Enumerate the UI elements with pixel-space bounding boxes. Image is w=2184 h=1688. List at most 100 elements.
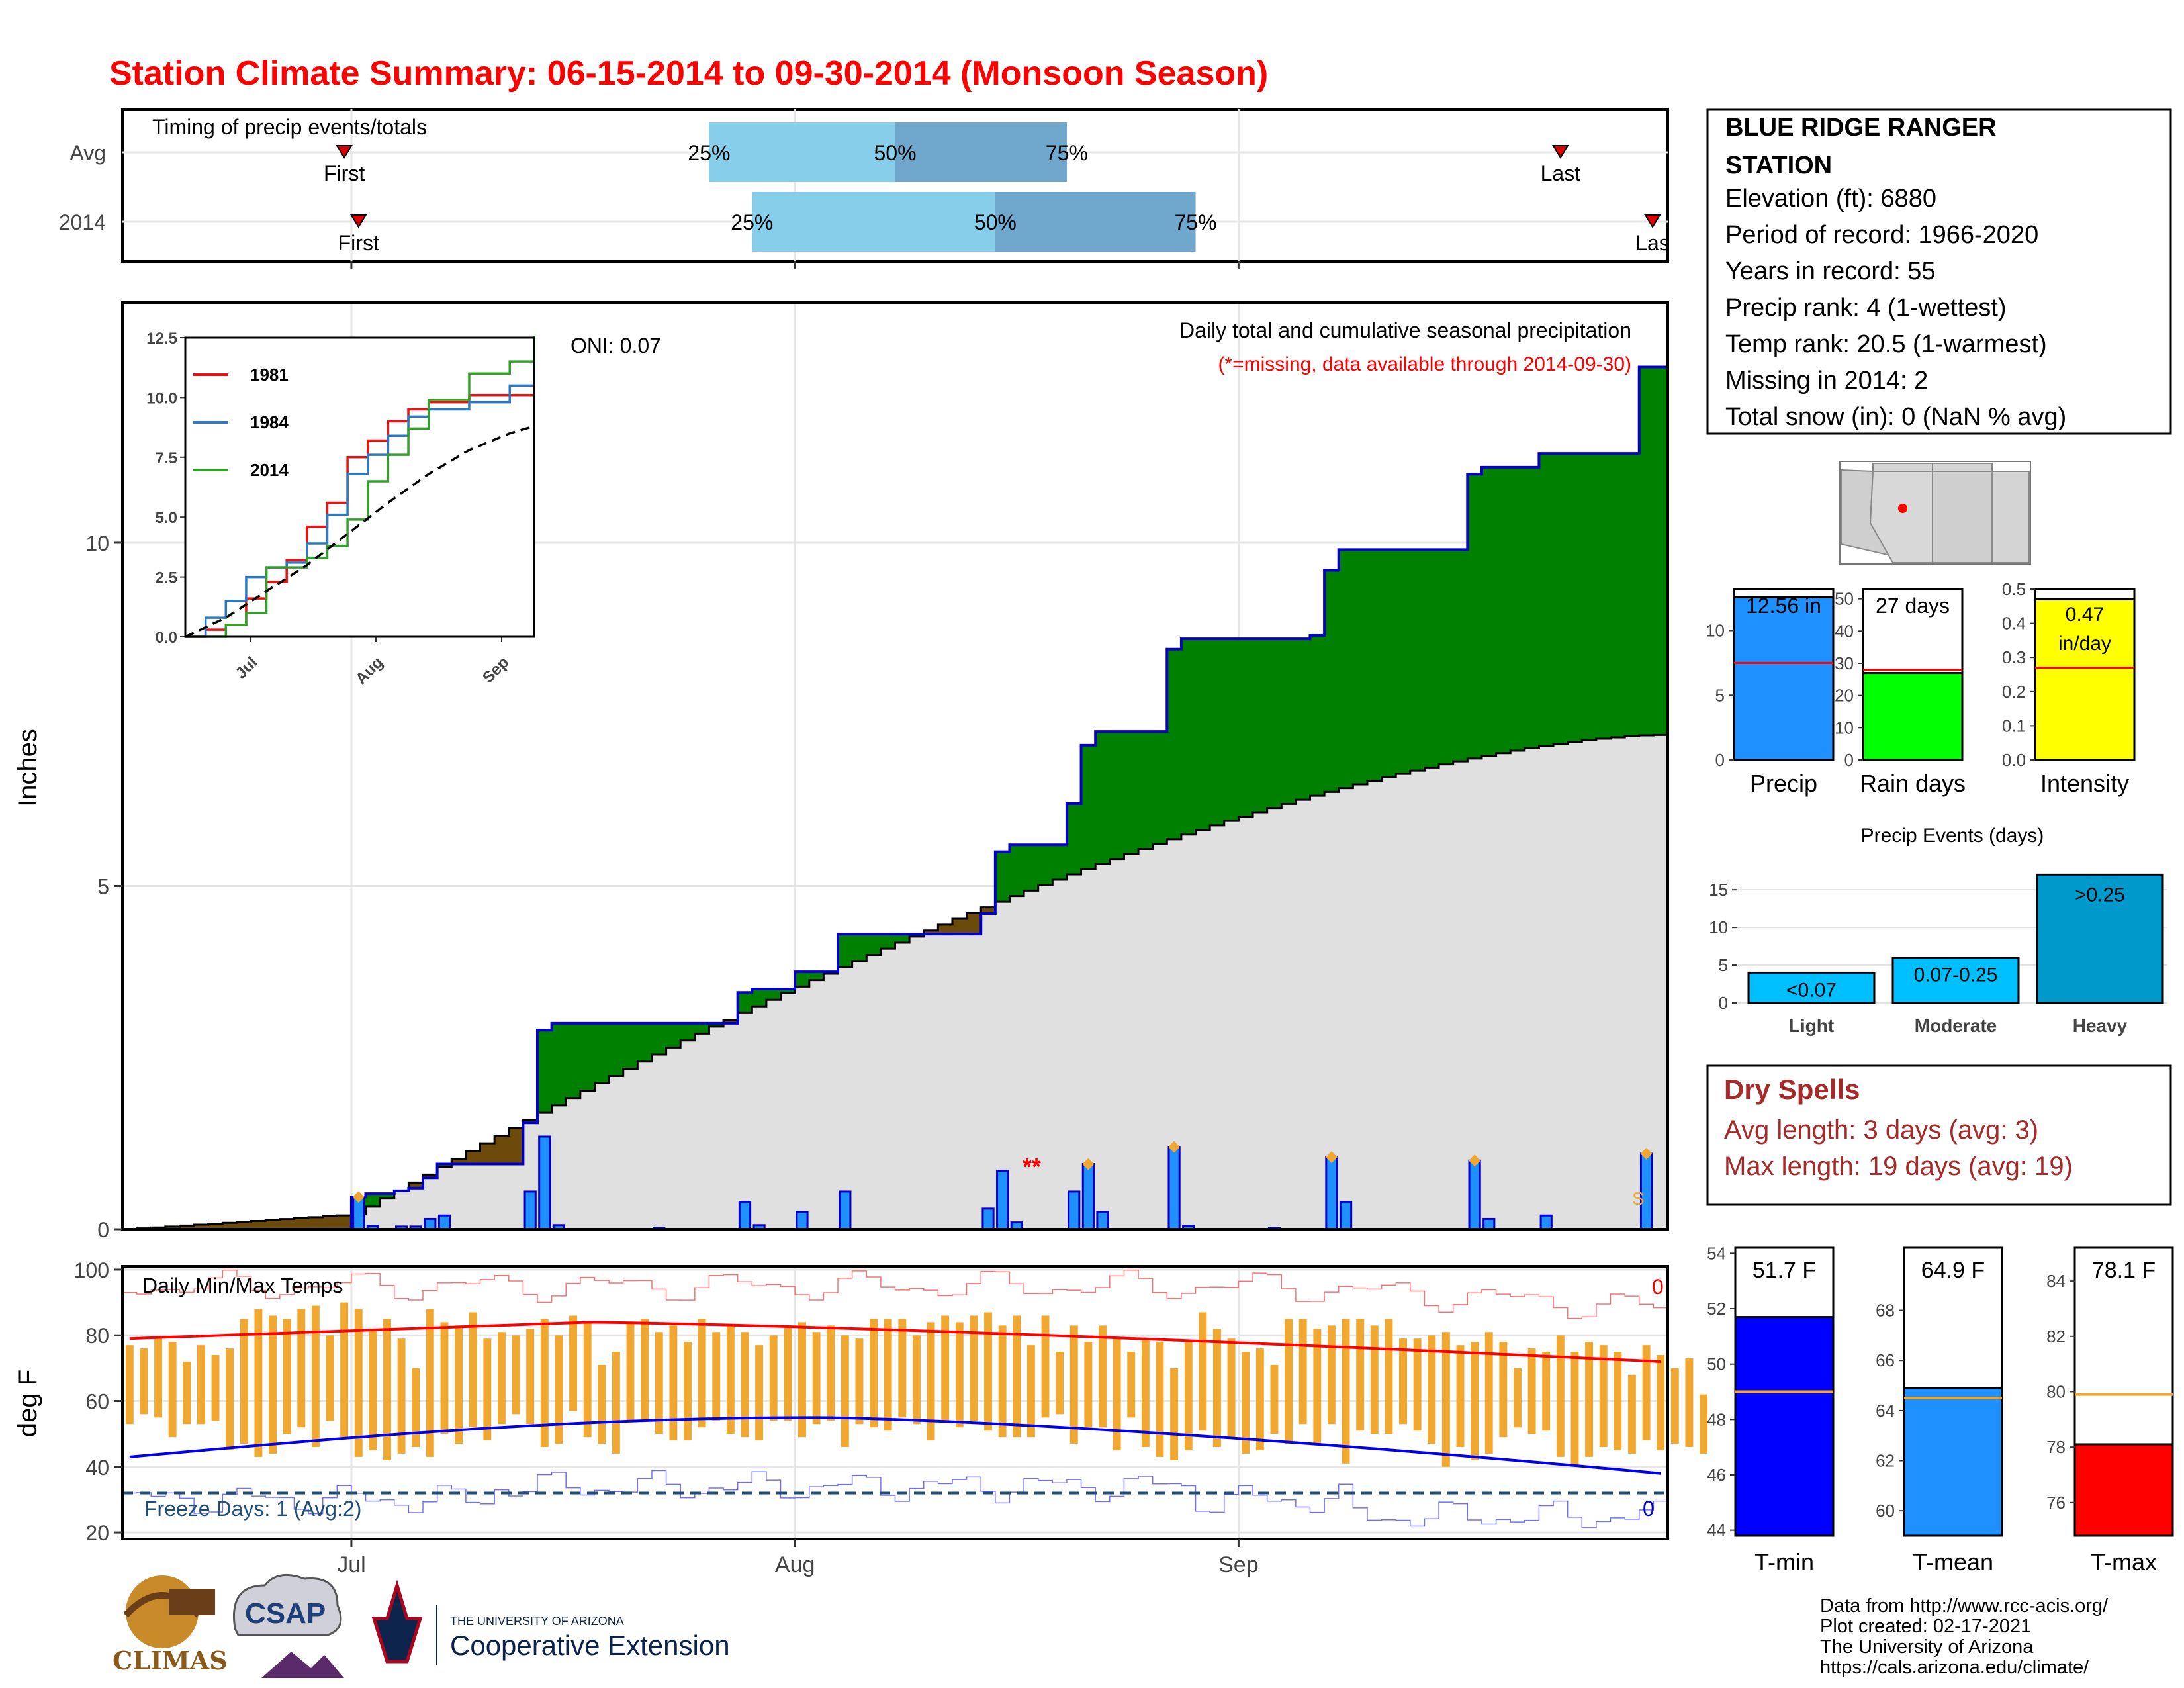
first-label: First <box>338 231 379 255</box>
daily-temp-range-bar <box>1141 1338 1150 1448</box>
daily-temp-range-bar <box>512 1335 520 1415</box>
temp-summary-value-label: 64.9 F <box>1921 1258 1985 1283</box>
station-snow: Total snow (in): 0 (NaN % avg) <box>1725 403 2066 431</box>
daily-temp-range-bar <box>941 1315 950 1421</box>
temp-summary-y-tick-label: 78 <box>2046 1437 2066 1457</box>
precip-panel: 0 5 10 Inches ONI: 0.07 Daily total and cu… <box>13 301 1669 1242</box>
timing-bars: 25% 50% 75% First Last 25% 50% 75% First Las <box>324 122 1670 255</box>
month-tick-label: Jul <box>337 1552 365 1577</box>
precip-departure-segment <box>1653 367 1668 735</box>
footer-university: The University of Arizona <box>1820 1636 2034 1658</box>
daily-precip-bar <box>523 1190 537 1231</box>
precip-departure-segment <box>866 934 882 955</box>
daily-temp-range-bar <box>1642 1345 1651 1441</box>
precip-areas <box>122 365 1668 1231</box>
precip-departure-segment <box>1381 549 1396 778</box>
precip-departure-segment <box>651 1023 667 1055</box>
precip-departure-segment <box>1181 639 1197 835</box>
event-category-label: Heavy <box>2073 1015 2128 1036</box>
precip-departure-segment <box>694 1023 710 1034</box>
timing-pct-75: 75% <box>1175 211 1217 234</box>
dry-spells-box <box>1706 1064 2172 1206</box>
temp-summary-y-tick-label: 46 <box>1707 1465 1726 1485</box>
precip-departure-segment <box>995 851 1011 902</box>
missing-marker: ** <box>1023 1153 1041 1180</box>
daily-precip-bar <box>1068 1190 1081 1231</box>
precip-departure-segment <box>1152 731 1167 845</box>
events-chart: Precip Events (days) <0.07 Light 0.07-0.25… <box>1709 825 2167 1036</box>
daily-precip-bar <box>738 1201 752 1231</box>
daily-temp-range-bar <box>1170 1368 1179 1460</box>
precip-departure-segment <box>1267 639 1282 808</box>
coop-ext-text: Cooperative Extension <box>450 1630 730 1661</box>
precip-departure-segment <box>1066 804 1082 874</box>
temp-summary-bar-label: T-min <box>1754 1548 1814 1575</box>
precip-departure-segment <box>1224 639 1239 821</box>
station-info: BLUE RIDGE RANGER STATION Elevation (ft)… <box>1706 108 2172 435</box>
daily-temp-range-bar <box>741 1332 749 1438</box>
last-marker-icon <box>1552 145 1569 159</box>
summary-y-tick-label: 10 <box>1835 718 1854 737</box>
station-elevation: Elevation (ft): 6880 <box>1725 185 1936 212</box>
heavy-event-marker <box>1082 1158 1095 1170</box>
daily-temp-range-bar <box>1685 1358 1694 1448</box>
precip-departure-segment <box>551 1023 567 1105</box>
summary-y-tick-label: 10 <box>1706 621 1725 641</box>
precip-departure-segment <box>465 1150 481 1164</box>
heavy-event-marker <box>1469 1154 1481 1167</box>
inset-y-tick-label: 10.0 <box>146 389 177 407</box>
freeze-label: Freeze Days: 1 (Avg:2) <box>144 1497 361 1521</box>
inset-legend: 1981 1984 2014 <box>193 365 289 480</box>
daily-temp-range-bar <box>426 1309 434 1457</box>
precip-departure-segment <box>795 972 810 987</box>
first-marker-icon <box>336 145 353 159</box>
precip-departure-segment <box>666 1023 681 1048</box>
daily-temp-range-bar <box>354 1309 363 1457</box>
inset-series-line-1984 <box>185 350 535 638</box>
precip-departure-segment <box>1324 570 1340 792</box>
temp-summary-y-tick-label: 64 <box>1876 1401 1895 1421</box>
inset-series-line-average <box>185 425 535 638</box>
timing-pct-50: 50% <box>874 141 916 165</box>
temp-y-label: deg F <box>13 1370 42 1437</box>
daily-temp-range-bar <box>1556 1335 1565 1457</box>
daily-temp-range-bar <box>927 1322 935 1441</box>
daily-temp-range-bar <box>483 1338 492 1441</box>
footer-url: https://cals.arizona.edu/climate/ <box>1820 1657 2089 1678</box>
precip-departure-segment <box>1481 467 1497 756</box>
timing-pct-75: 75% <box>1046 141 1088 165</box>
precip-departure-segment <box>1195 639 1210 830</box>
precip-departure-segment <box>1210 639 1225 825</box>
temp-bottom-count: 0 <box>1643 1497 1655 1521</box>
average-cumulative-area <box>122 735 1668 1229</box>
temp-content <box>122 1269 1707 1528</box>
dry-spells-max: Max length: 19 days (avg: 19) <box>1724 1152 2073 1181</box>
precip-departure-segment <box>1338 549 1353 788</box>
precip-departure-segment <box>165 1226 181 1229</box>
daily-temp-range-bar <box>326 1335 334 1421</box>
daily-temp-range-bar <box>168 1342 177 1438</box>
precip-departure-segment <box>380 1194 395 1199</box>
daily-temp-range-bar <box>970 1315 978 1421</box>
temp-summary-y-tick-label: 80 <box>2046 1382 2066 1402</box>
temp-y-axis: 20 40 60 80 100 <box>74 1258 122 1545</box>
precip-daily-bars <box>352 1135 1653 1231</box>
precip-y-tick-label: 0 <box>97 1218 109 1242</box>
precip-departure-segment <box>222 1223 238 1229</box>
daily-temp-range-bar <box>1327 1325 1336 1425</box>
precip-departure-segment <box>1081 745 1096 870</box>
inset-legend-label: 1984 <box>250 412 289 432</box>
daily-temp-range-bar <box>1628 1374 1636 1454</box>
precip-departure-segment <box>537 1030 553 1113</box>
precip-departure-segment <box>680 1023 696 1041</box>
daily-temp-range-bar <box>626 1322 635 1421</box>
precip-departure-segment <box>637 1023 653 1062</box>
event-bar-label: <0.07 <box>1786 979 1837 1001</box>
daily-temp-range-bar <box>1199 1312 1207 1431</box>
daily-temp-range-bar <box>1013 1315 1021 1438</box>
daily-temp-range-bar <box>1113 1338 1121 1450</box>
inset-y-tick-label: 5.0 <box>156 509 177 527</box>
temp-summary-bar-t-min <box>1734 1316 1835 1537</box>
